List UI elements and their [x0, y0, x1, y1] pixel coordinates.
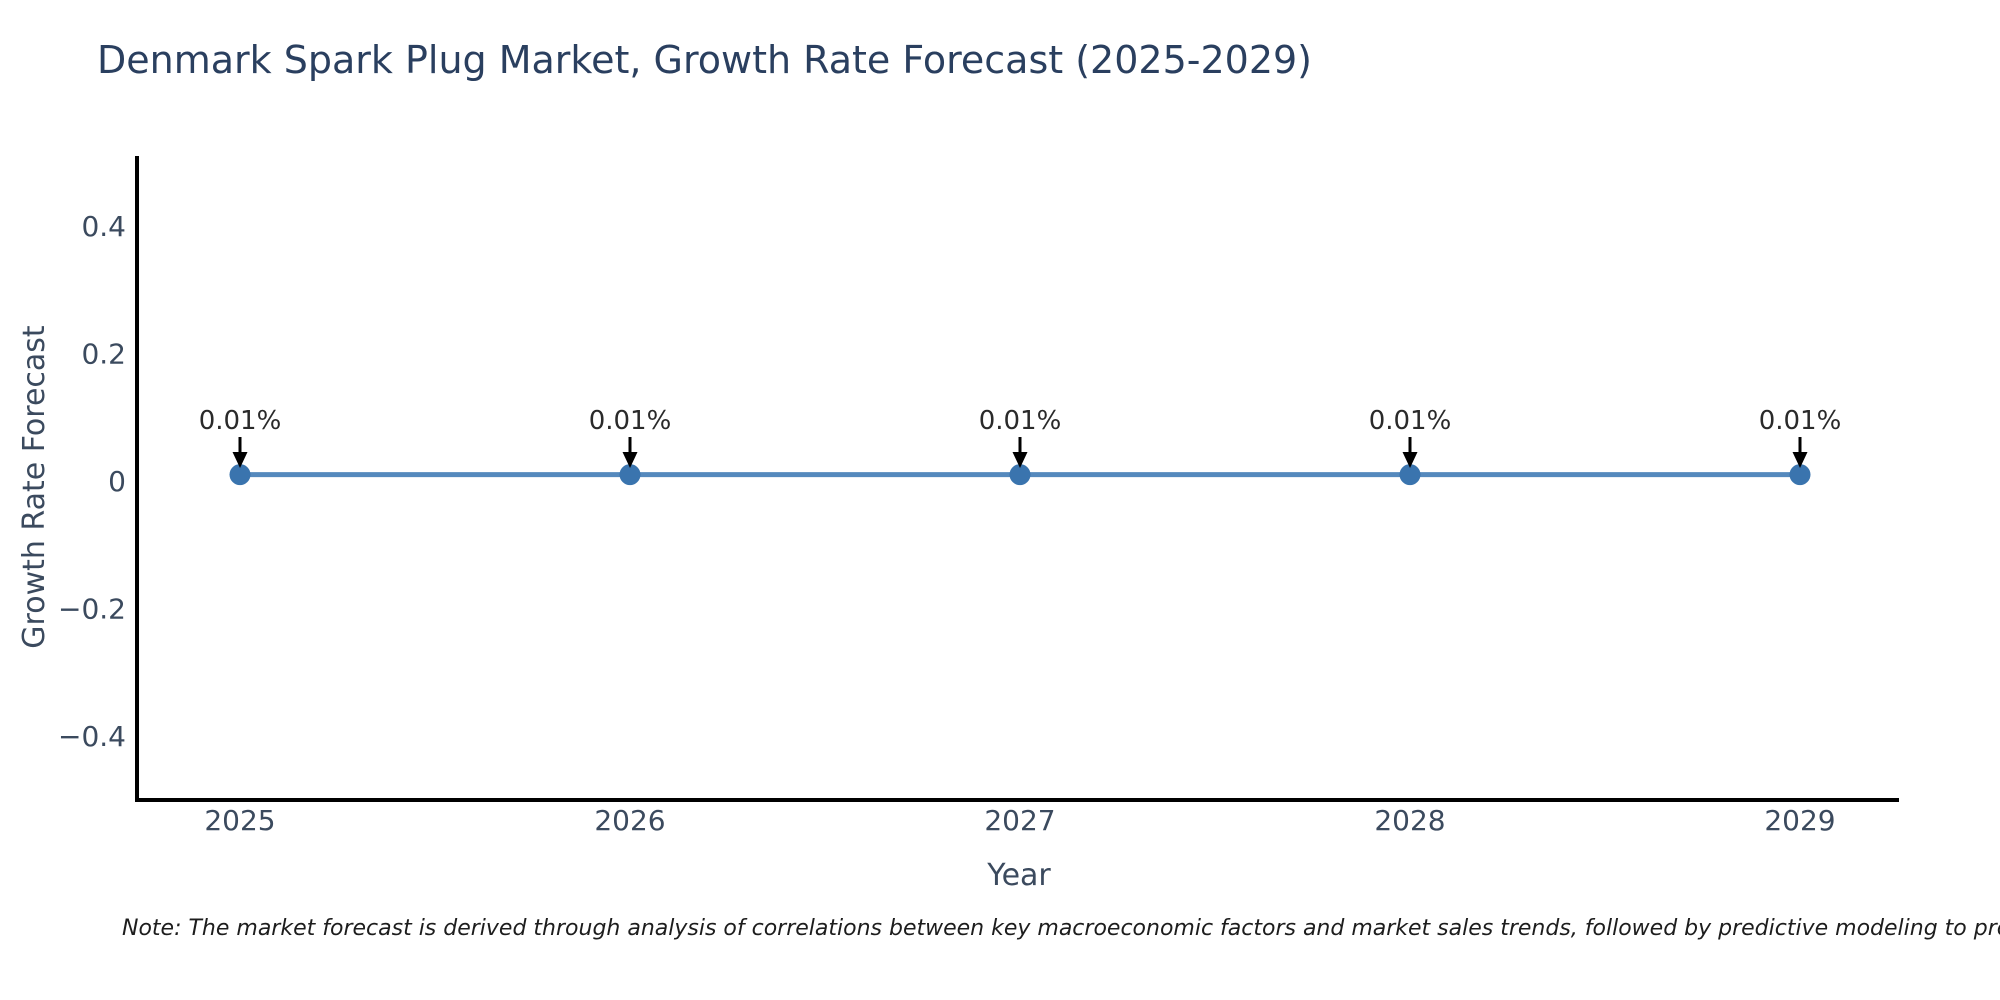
x-tick-label: 2025	[204, 804, 275, 837]
y-axis-spine	[135, 156, 139, 802]
annotation-arrow-head	[622, 452, 638, 468]
y-tick-label: −0.2	[58, 593, 126, 626]
footnote: Note: The market forecast is derived thr…	[122, 916, 2000, 941]
y-tick-label: −0.4	[58, 720, 126, 753]
chart-title: Denmark Spark Plug Market, Growth Rate F…	[97, 38, 1312, 82]
data-point-marker	[619, 464, 641, 486]
data-point-marker	[229, 464, 251, 486]
y-axis-label: Growth Rate Forecast	[17, 325, 52, 649]
annotation-arrow-head	[232, 452, 248, 468]
annotation-arrow-head	[1402, 452, 1418, 468]
y-tick-label: 0	[108, 465, 126, 498]
data-point-marker	[1789, 464, 1811, 486]
annotation-arrow-head	[1012, 452, 1028, 468]
x-axis-spine	[135, 798, 1899, 802]
point-value-label: 0.01%	[1369, 406, 1452, 436]
x-axis-label: Year	[987, 858, 1051, 893]
x-tick-label: 2028	[1374, 804, 1445, 837]
point-value-label: 0.01%	[589, 406, 672, 436]
data-point-marker	[1399, 464, 1421, 486]
x-tick-label: 2026	[594, 804, 665, 837]
annotation-arrow-head	[1792, 452, 1808, 468]
x-tick-label: 2027	[984, 804, 1055, 837]
x-tick-label: 2029	[1764, 804, 1835, 837]
point-value-label: 0.01%	[199, 406, 282, 436]
point-value-label: 0.01%	[1759, 406, 1842, 436]
data-point-marker	[1009, 464, 1031, 486]
y-tick-label: 0.2	[81, 338, 126, 371]
point-value-label: 0.01%	[979, 406, 1062, 436]
y-tick-label: 0.4	[81, 210, 126, 243]
